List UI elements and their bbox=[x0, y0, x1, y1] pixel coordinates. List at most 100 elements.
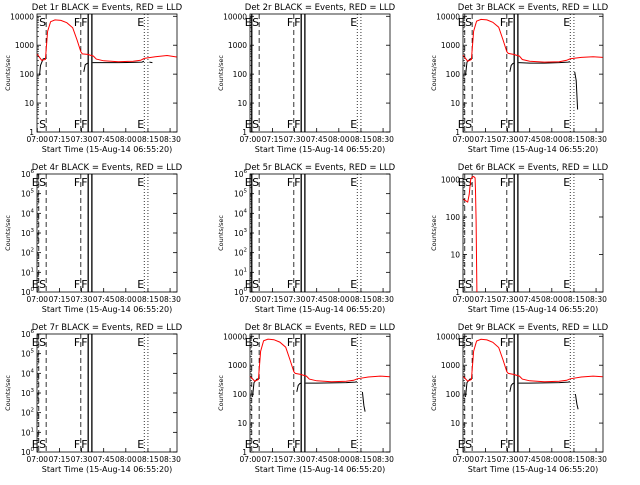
x-tick-label: 07:00 bbox=[452, 295, 474, 304]
x-axis-title: Start Time (15-Aug-14 06:55:20) bbox=[42, 465, 173, 474]
x-tick-label: 08:15 bbox=[350, 295, 372, 304]
y-tick-label: 1000 bbox=[441, 41, 460, 50]
x-tick-label: 08:00 bbox=[541, 135, 563, 144]
event-marker-label: E bbox=[137, 278, 144, 291]
event-marker-label: F bbox=[81, 336, 87, 349]
event-marker-label: E bbox=[350, 438, 357, 451]
panel-title: Det 6r BLACK = Events, RED = LLD bbox=[458, 163, 609, 173]
event-marker-label: F bbox=[507, 336, 513, 349]
event-marker-label: F bbox=[500, 438, 506, 451]
y-tick-label: 100 bbox=[20, 70, 35, 79]
events-rate-line bbox=[574, 71, 579, 110]
x-tick-label: 07:00 bbox=[26, 455, 48, 464]
x-tick-label: 07:30 bbox=[497, 295, 519, 304]
y-tick-label: 10 bbox=[237, 419, 247, 428]
event-marker-label: F bbox=[74, 336, 80, 349]
x-tick-label: 07:45 bbox=[93, 295, 115, 304]
y-tick-label: 102 bbox=[21, 248, 34, 258]
event-marker-label: S bbox=[252, 16, 259, 29]
x-tick-label: 07:30 bbox=[71, 455, 93, 464]
event-marker-label: S bbox=[39, 336, 46, 349]
event-marker-label: F bbox=[74, 118, 80, 131]
x-tick-label: 08:00 bbox=[115, 455, 137, 464]
y-tick-label: 101 bbox=[21, 427, 34, 437]
y-tick-label: 1 bbox=[455, 448, 460, 457]
event-marker-label: S bbox=[39, 176, 46, 189]
event-marker-label: F bbox=[81, 438, 87, 451]
event-marker-label: F bbox=[287, 16, 293, 29]
x-tick-label: 08:15 bbox=[350, 135, 372, 144]
event-marker-label: F bbox=[294, 438, 300, 451]
y-tick-label: 10000 bbox=[223, 12, 247, 21]
x-tick-label: 07:15 bbox=[475, 455, 497, 464]
x-tick-label: 08:15 bbox=[563, 135, 585, 144]
event-marker-label: E bbox=[458, 118, 465, 131]
event-marker-label: E bbox=[350, 336, 357, 349]
x-tick-label: 07:45 bbox=[519, 135, 541, 144]
event-marker-label: E bbox=[245, 438, 252, 451]
y-tick-label: 10 bbox=[450, 99, 460, 108]
x-tick-label: 07:30 bbox=[71, 135, 93, 144]
events-rate-line bbox=[83, 62, 89, 72]
event-marker-label: F bbox=[500, 176, 506, 189]
plot-frame bbox=[249, 13, 391, 133]
y-tick-label: 100 bbox=[21, 287, 35, 297]
x-tick-label: 07:45 bbox=[306, 455, 328, 464]
x-tick-label: 07:45 bbox=[93, 455, 115, 464]
x-tick-label: 07:00 bbox=[26, 295, 48, 304]
event-marker-label: E bbox=[350, 16, 357, 29]
y-tick-label: 100 bbox=[446, 390, 461, 399]
x-axis-title: Start Time (15-Aug-14 06:55:20) bbox=[255, 465, 386, 474]
y-tick-label: 104 bbox=[21, 368, 35, 378]
event-marker-label: S bbox=[465, 118, 472, 131]
event-marker-label: S bbox=[465, 16, 472, 29]
x-tick-label: 07:00 bbox=[239, 135, 261, 144]
event-marker-label: F bbox=[500, 336, 506, 349]
event-marker-label: F bbox=[294, 118, 300, 131]
y-tick-label: 1 bbox=[242, 128, 247, 137]
x-tick-label: 07:30 bbox=[284, 135, 306, 144]
event-marker-label: E bbox=[563, 16, 570, 29]
y-tick-label: 100 bbox=[446, 70, 461, 79]
x-tick-label: 08:00 bbox=[328, 295, 350, 304]
y-tick-label: 10 bbox=[450, 250, 460, 259]
x-axis-title: Start Time (15-Aug-14 06:55:20) bbox=[468, 465, 599, 474]
event-marker-label: S bbox=[252, 176, 259, 189]
panel-title: Det 5r BLACK = Events, RED = LLD bbox=[245, 163, 396, 173]
event-marker-label: E bbox=[458, 278, 465, 291]
y-tick-label: 103 bbox=[21, 228, 35, 238]
y-tick-label: 100 bbox=[21, 447, 35, 457]
event-marker-label: F bbox=[294, 176, 300, 189]
event-marker-label: E bbox=[245, 16, 252, 29]
x-tick-label: 08:15 bbox=[137, 295, 159, 304]
y-tick-label: 100 bbox=[233, 390, 248, 399]
event-marker-label: E bbox=[137, 118, 144, 131]
panel-title: Det 9r BLACK = Events, RED = LLD bbox=[458, 323, 609, 333]
x-tick-label: 08:00 bbox=[328, 135, 350, 144]
plot-frame bbox=[462, 333, 604, 453]
x-axis-title: Start Time (15-Aug-14 06:55:20) bbox=[255, 305, 386, 314]
y-tick-label: 10000 bbox=[10, 12, 34, 21]
x-tick-label: 07:15 bbox=[49, 135, 71, 144]
x-tick-label: 08:30 bbox=[372, 295, 394, 304]
panel-title: Det 1r BLACK = Events, RED = LLD bbox=[32, 3, 183, 13]
y-tick-label: 1000 bbox=[441, 175, 460, 184]
x-tick-label: 07:45 bbox=[306, 135, 328, 144]
y-tick-label: 101 bbox=[234, 267, 247, 277]
y-axis-title: Counts/sec bbox=[430, 215, 438, 251]
events-rate-line bbox=[361, 391, 366, 412]
event-marker-label: S bbox=[39, 438, 46, 451]
panel-title: Det 4r BLACK = Events, RED = LLD bbox=[32, 163, 183, 173]
y-tick-label: 1 bbox=[29, 128, 34, 137]
x-tick-label: 07:30 bbox=[71, 295, 93, 304]
events-rate-line bbox=[509, 62, 515, 73]
event-marker-label: E bbox=[350, 118, 357, 131]
x-tick-label: 08:00 bbox=[541, 455, 563, 464]
event-marker-label: F bbox=[81, 16, 87, 29]
y-tick-label: 105 bbox=[21, 189, 35, 199]
x-tick-label: 08:30 bbox=[585, 295, 607, 304]
y-tick-label: 1000 bbox=[228, 41, 247, 50]
